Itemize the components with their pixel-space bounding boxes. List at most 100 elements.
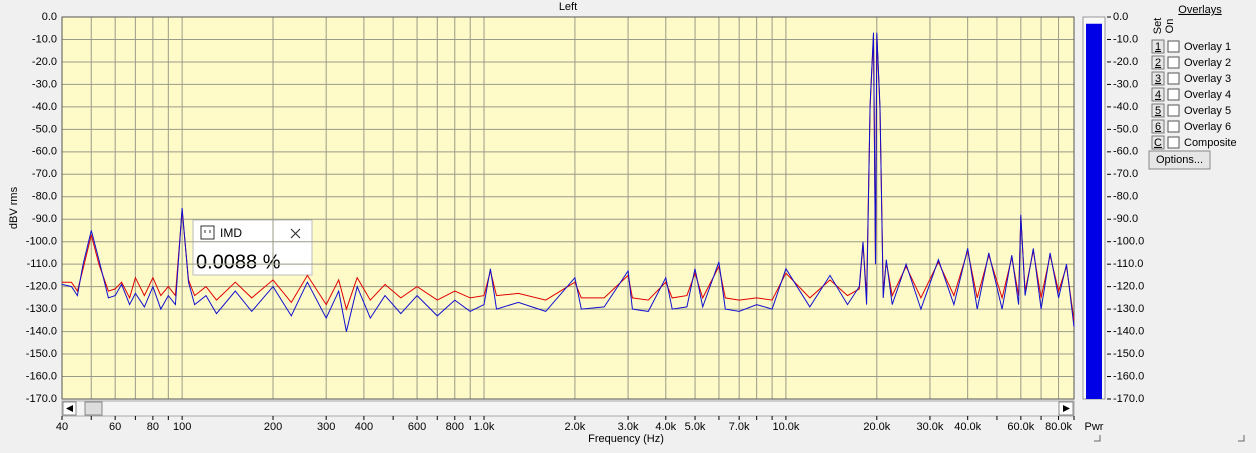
y-axis-label: dBV rms xyxy=(8,186,20,229)
scroll-thumb[interactable] xyxy=(84,401,103,416)
resize-grip xyxy=(1094,435,1101,442)
meter-tick-label: -30.0 xyxy=(1113,78,1138,90)
x-tick-label: 600 xyxy=(408,421,426,433)
overlay-set-button[interactable] xyxy=(1151,39,1165,54)
overlay-checkbox[interactable] xyxy=(1167,88,1180,101)
meter-tick-label: -70.0 xyxy=(1113,168,1138,180)
meter-tick-label: -60.0 xyxy=(1113,146,1138,158)
meter-bar xyxy=(1086,23,1102,399)
x-tick-label: 300 xyxy=(317,421,335,433)
meter-tick-label: -130.0 xyxy=(1113,303,1144,315)
meter-tick-label: -40.0 xyxy=(1113,101,1138,113)
popup-close[interactable] xyxy=(290,228,301,239)
y-tick-label: -10.0 xyxy=(32,33,57,45)
overlay-set-button[interactable] xyxy=(1151,103,1165,118)
y-tick-label: -140.0 xyxy=(26,325,57,337)
x-tick-label: 40 xyxy=(56,421,68,433)
y-tick-label: 0.0 xyxy=(42,11,57,23)
x-axis-label: Frequency (Hz) xyxy=(588,433,664,445)
x-tick-label: 80 xyxy=(147,421,159,433)
meter-tick-label: -150.0 xyxy=(1113,348,1144,360)
overlay-set-button[interactable] xyxy=(1151,87,1165,102)
resize-grip xyxy=(1238,435,1245,442)
imd-popup: IMD 0.0088 % xyxy=(192,219,313,276)
overlay-checkbox[interactable] xyxy=(1167,104,1180,117)
x-tick-label: 60 xyxy=(109,421,121,433)
plot-area xyxy=(61,16,1075,400)
y-tick-label: -120.0 xyxy=(26,281,57,293)
overlay-key: 6 xyxy=(1155,121,1161,133)
x-tick-label: 20.0k xyxy=(863,421,890,433)
overlay-checkbox[interactable] xyxy=(1167,40,1180,53)
overlays-title: Overlays xyxy=(1178,4,1222,16)
y-tick-label: -170.0 xyxy=(26,393,57,405)
scrollbar[interactable] xyxy=(61,400,1075,417)
overlay-checkbox[interactable] xyxy=(1167,120,1180,133)
options-button[interactable] xyxy=(1148,150,1211,170)
y-tick-label: -20.0 xyxy=(32,56,57,68)
meter-tick-label: -140.0 xyxy=(1113,325,1144,337)
overlay-set-button[interactable] xyxy=(1151,71,1165,86)
overlay-checkbox[interactable] xyxy=(1167,56,1180,69)
overlay-set-button[interactable] xyxy=(1151,135,1165,150)
x-tick-label: 400 xyxy=(355,421,373,433)
y-tick-label: -40.0 xyxy=(32,101,57,113)
x-tick-label: 800 xyxy=(446,421,464,433)
y-tick-label: -30.0 xyxy=(32,78,57,90)
plot-border xyxy=(61,16,1075,400)
on-label: On xyxy=(1164,19,1176,34)
overlay-key: C xyxy=(1154,137,1162,149)
meter-label: Pwr xyxy=(1085,421,1104,433)
y-tick-label: -70.0 xyxy=(32,168,57,180)
x-tick-label: 3.0k xyxy=(618,421,639,433)
x-tick-label: 1.0k xyxy=(474,421,495,433)
overlay-name: Overlay 1 xyxy=(1184,41,1231,53)
x-tick-label: 100 xyxy=(173,421,191,433)
popup-title: IMD xyxy=(220,226,242,240)
y-tick-label: -80.0 xyxy=(32,191,57,203)
meter-tick-label: 0.0 xyxy=(1113,11,1128,23)
meter-tick-label: -20.0 xyxy=(1113,56,1138,68)
meter-tick-label: -100.0 xyxy=(1113,236,1144,248)
overlay-key: 1 xyxy=(1155,41,1161,53)
overlay-set-button[interactable] xyxy=(1151,119,1165,134)
overlay-name: Composite xyxy=(1184,137,1237,149)
overlay-name: Overlay 3 xyxy=(1184,73,1231,85)
meter-tick-label: -110.0 xyxy=(1113,258,1143,270)
overlay-set-button[interactable] xyxy=(1151,55,1165,70)
x-tick-label: 30.0k xyxy=(916,421,943,433)
overlay-checkbox[interactable] xyxy=(1167,136,1180,149)
popup-icon xyxy=(200,225,215,240)
overlay-name: Overlay 5 xyxy=(1184,105,1231,117)
x-tick-label: 5.0k xyxy=(685,421,706,433)
meter-tick-label: -50.0 xyxy=(1113,123,1138,135)
x-tick-label: 10.0k xyxy=(772,421,799,433)
meter-tick-label: -90.0 xyxy=(1113,213,1138,225)
popup-icon-mark xyxy=(204,230,211,233)
x-tick-label: 4.0k xyxy=(655,421,676,433)
overlay-key: 4 xyxy=(1155,89,1161,101)
arrow-icon xyxy=(66,405,73,412)
overlay-key: 3 xyxy=(1155,73,1161,85)
spectrum-line xyxy=(61,32,1075,332)
y-tick-label: -110.0 xyxy=(27,258,57,270)
meter-tick-label: -160.0 xyxy=(1113,370,1144,382)
x-tick-label: 60.0k xyxy=(1007,421,1034,433)
y-tick-label: -150.0 xyxy=(26,348,57,360)
x-tick-label: 2.0k xyxy=(565,421,586,433)
overlay-checkbox[interactable] xyxy=(1167,72,1180,85)
arrow-icon xyxy=(1063,405,1070,412)
set-label: Set xyxy=(1152,18,1164,35)
overlay-key: 2 xyxy=(1155,57,1161,69)
y-tick-label: -160.0 xyxy=(26,370,57,382)
popup-box xyxy=(192,219,313,276)
y-tick-label: -100.0 xyxy=(26,236,57,248)
meter-tick-label: -80.0 xyxy=(1113,191,1138,203)
chart-title: Left xyxy=(559,1,577,13)
meter-tick-label: -10.0 xyxy=(1113,33,1138,45)
x-tick-label: 7.0k xyxy=(729,421,750,433)
meter-tick-label: -120.0 xyxy=(1113,281,1144,293)
y-tick-label: -50.0 xyxy=(32,123,57,135)
y-tick-label: -130.0 xyxy=(26,303,57,315)
